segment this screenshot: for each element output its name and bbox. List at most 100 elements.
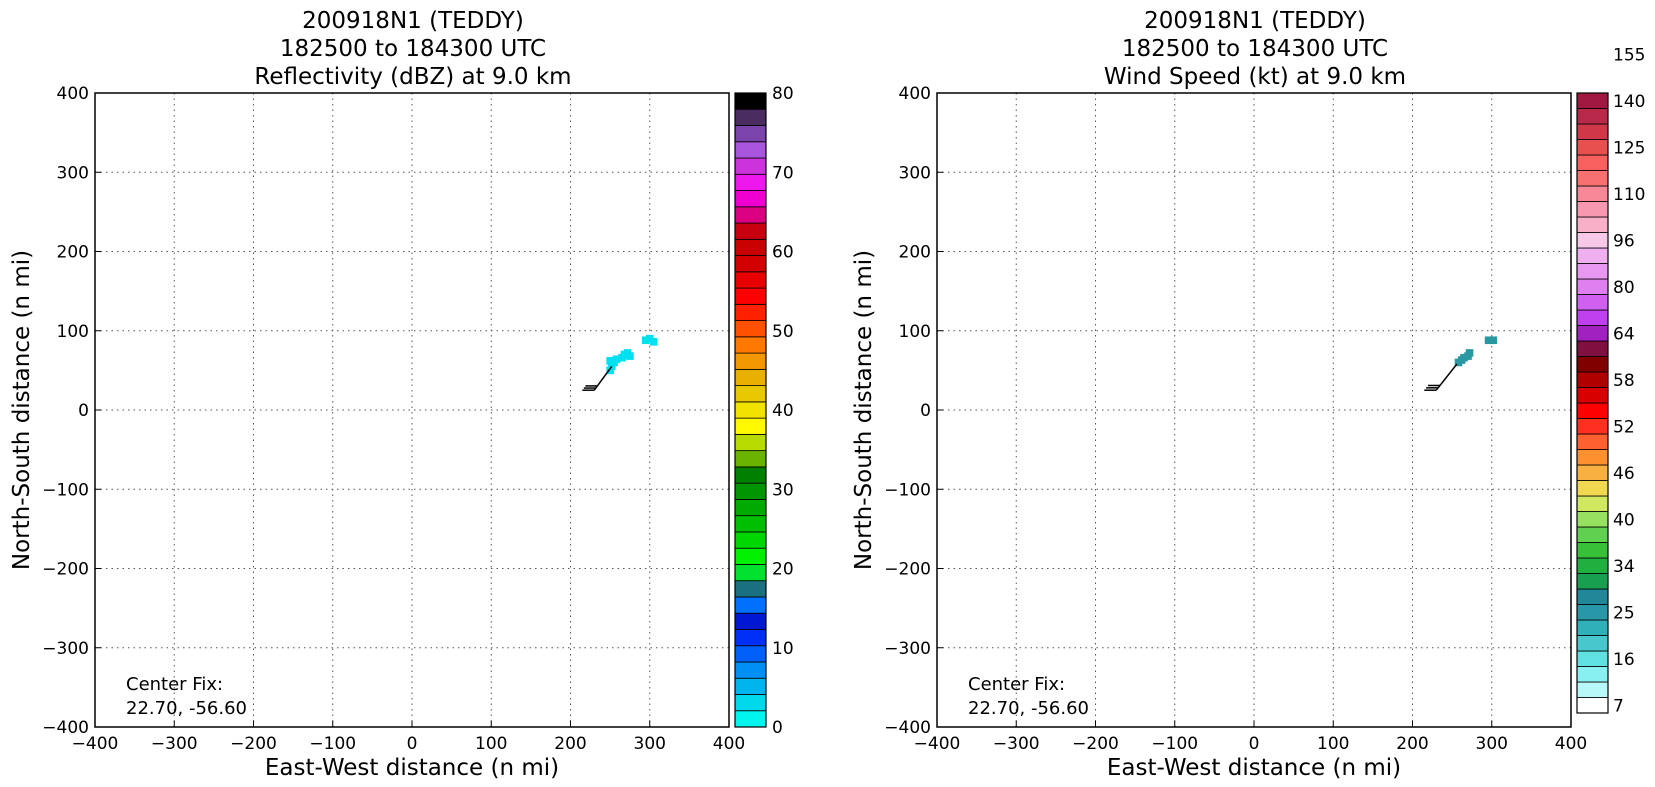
colorbar-segment <box>734 401 767 419</box>
data-cell <box>649 338 658 346</box>
colorbar-tick-label: 40 <box>1613 510 1635 530</box>
wind-barb-staff <box>1435 363 1458 391</box>
colorbar-segment <box>734 677 767 695</box>
x-tick-label: 100 <box>1317 734 1349 754</box>
colorbar-segment <box>734 482 767 500</box>
colorbar-segment <box>734 499 767 517</box>
colorbar-segment <box>1576 387 1609 404</box>
x-tick-label: −300 <box>993 734 1040 754</box>
y-tick-label: −400 <box>42 718 89 738</box>
colorbar <box>734 92 767 728</box>
colorbar-tick-label: 0 <box>772 718 783 738</box>
y-tick-label: 100 <box>57 322 89 342</box>
colorbar-tick-label: 34 <box>1613 557 1635 577</box>
colorbar-segment <box>1576 263 1609 280</box>
colorbar-segment <box>1576 201 1609 218</box>
x-tick-label: 400 <box>1555 734 1587 754</box>
colorbar-segment <box>1576 573 1609 590</box>
y-axis-label: North-South distance (n mi) <box>9 250 35 570</box>
colorbar-segment <box>1576 278 1609 295</box>
wind-barb-icon <box>1424 363 1458 391</box>
colorbar-frame <box>1576 92 1609 714</box>
colorbar-segment <box>734 433 767 452</box>
colorbar-segment <box>1576 480 1609 497</box>
colorbar-segment <box>734 596 767 614</box>
colorbar-segment <box>734 125 767 143</box>
x-tick-label: 200 <box>1396 734 1428 754</box>
colorbar-segment <box>1576 185 1609 202</box>
grid-lines <box>936 92 1572 728</box>
colorbar-segment <box>1576 542 1609 559</box>
y-tick-label: 300 <box>899 163 931 183</box>
x-tick-label: 0 <box>1249 734 1260 754</box>
colorbar-segment <box>1576 635 1609 652</box>
colorbar-segment <box>1576 325 1609 342</box>
colorbar-segment <box>1576 666 1609 683</box>
colorbar-segment <box>1576 108 1609 125</box>
y-tick-label: −200 <box>42 560 89 580</box>
x-tick-label: −400 <box>914 734 961 754</box>
colorbar-tick-label: 64 <box>1613 324 1635 344</box>
data-cell <box>626 352 634 360</box>
colorbar-segment <box>734 173 767 191</box>
y-axis-ticks: 400 300 200 100 0 −100 −200 −300 −400 <box>884 84 943 738</box>
wind-barb-icon <box>582 365 613 391</box>
x-tick-label: 0 <box>407 734 418 754</box>
colorbar-segment <box>1576 170 1609 187</box>
x-tick-label: −100 <box>309 734 356 754</box>
colorbar-tick-label: 80 <box>1613 278 1635 298</box>
colorbar-segment <box>734 287 767 305</box>
x-tick-label: −200 <box>230 734 277 754</box>
x-tick-label: −400 <box>72 734 119 754</box>
x-tick-label: 300 <box>1476 734 1508 754</box>
colorbar-tick-label: 58 <box>1613 371 1635 391</box>
colorbar-segment <box>734 222 767 240</box>
colorbar-segment <box>1576 418 1609 435</box>
chart-title-line-3: Reflectivity (dBZ) at 9.0 km <box>254 64 571 90</box>
colorbar-tick-label: 7 <box>1613 696 1624 716</box>
colorbar-segment <box>734 531 767 549</box>
grid-lines <box>94 92 730 728</box>
colorbar-segment <box>1576 495 1609 512</box>
colorbar-segment <box>734 580 767 598</box>
colorbar-segment <box>1576 356 1609 373</box>
colorbar-tick-label: 10 <box>772 639 794 659</box>
colorbar-segment <box>1576 371 1609 388</box>
y-axis-ticks: 400 300 200 100 0 −100 −200 −300 −400 <box>42 84 101 738</box>
y-tick-label: −300 <box>884 639 931 659</box>
colorbar-segment <box>734 645 767 663</box>
colorbar-segment <box>1576 247 1609 264</box>
colorbar-segment <box>734 255 767 273</box>
center-fix-value: 22.70, -56.60 <box>126 698 247 719</box>
colorbar-tick-label: 52 <box>1613 417 1635 437</box>
colorbar-tick-label: 50 <box>772 322 794 342</box>
colorbar-segment <box>1576 402 1609 419</box>
data-cell <box>1484 336 1493 345</box>
colorbar-segment <box>1576 604 1609 621</box>
y-tick-label: −200 <box>884 560 931 580</box>
colorbar-tick-label: 155 <box>1613 45 1645 65</box>
y-tick-label: 200 <box>57 243 89 263</box>
y-axis-label: North-South distance (n mi) <box>851 250 877 570</box>
data-cells <box>1454 336 1498 367</box>
colorbar-segment <box>734 141 767 159</box>
colorbar-segment <box>734 206 767 224</box>
colorbar-segment <box>734 108 767 126</box>
colorbar-tick-label: 125 <box>1613 138 1645 158</box>
colorbar-tick-label: 96 <box>1613 231 1635 251</box>
x-tick-label: −300 <box>151 734 198 754</box>
x-tick-label: −200 <box>1072 734 1119 754</box>
colorbar-tick-label: 40 <box>772 401 794 421</box>
colorbar-segment <box>1576 650 1609 667</box>
data-cell <box>641 336 650 345</box>
colorbar-tick-label: 70 <box>772 163 794 183</box>
colorbar-ticks: 0 10 20 30 40 50 60 70 80 <box>772 84 794 738</box>
colorbar-tick-label: 25 <box>1613 603 1635 623</box>
colorbar-segment <box>734 271 767 289</box>
x-tick-label: 300 <box>634 734 666 754</box>
y-tick-label: 200 <box>899 243 931 263</box>
colorbar-segment <box>734 320 767 338</box>
data-cell <box>1465 349 1474 357</box>
colorbar <box>1576 92 1609 714</box>
